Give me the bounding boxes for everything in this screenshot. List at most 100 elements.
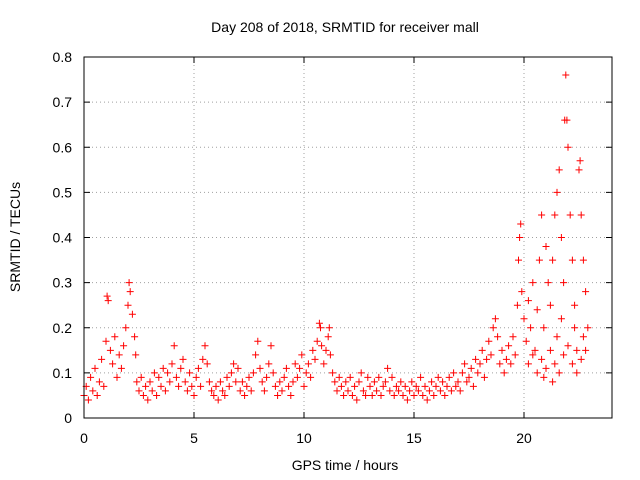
data-point: [496, 360, 504, 368]
data-point: [300, 382, 308, 390]
data-point: [357, 369, 365, 377]
data-point: [238, 378, 246, 386]
data-point: [423, 396, 431, 404]
data-point: [445, 373, 453, 381]
data-point: [106, 346, 114, 354]
data-point: [458, 369, 466, 377]
data-point: [465, 373, 473, 381]
data-point: [538, 355, 546, 363]
data-point: [177, 364, 185, 372]
data-point: [219, 387, 227, 395]
data-point: [557, 315, 565, 323]
data-point: [252, 351, 260, 359]
data-point: [282, 364, 290, 372]
data-point: [364, 373, 372, 381]
data-point: [304, 360, 312, 368]
data-point: [128, 310, 136, 318]
data-point: [487, 351, 495, 359]
data-point: [568, 360, 576, 368]
data-point: [232, 378, 240, 386]
data-point: [568, 256, 576, 264]
data-point: [348, 391, 356, 399]
data-point: [381, 378, 389, 386]
data-point: [551, 360, 559, 368]
chart-title: Day 208 of 2018, SRMTID for receiver mal…: [211, 19, 479, 35]
x-tick-label: 20: [516, 430, 532, 446]
data-point: [205, 378, 213, 386]
data-point: [95, 378, 103, 386]
data-point: [322, 346, 330, 354]
data-point: [113, 373, 121, 381]
data-point: [469, 382, 477, 390]
data-point: [325, 324, 333, 332]
data-point: [472, 355, 480, 363]
data-point: [166, 378, 174, 386]
data-point: [223, 373, 231, 381]
data-point: [190, 391, 198, 399]
data-point: [517, 220, 525, 228]
data-point: [518, 288, 526, 296]
data-point: [230, 360, 238, 368]
y-tick-label: 0.7: [53, 94, 73, 110]
data-point: [131, 333, 139, 341]
data-point: [274, 391, 282, 399]
grid-lines: [84, 57, 612, 418]
data-point: [542, 364, 550, 372]
data-point: [291, 360, 299, 368]
data-point: [549, 378, 557, 386]
data-point: [247, 387, 255, 395]
data-point: [544, 279, 552, 287]
data-point: [562, 71, 570, 79]
data-point: [513, 301, 521, 309]
data-point: [515, 256, 522, 264]
data-point: [122, 324, 130, 332]
data-point: [254, 337, 262, 345]
data-point: [401, 382, 409, 390]
data-point: [126, 288, 134, 296]
data-point: [342, 378, 350, 386]
data-point: [170, 342, 178, 350]
data-point: [417, 373, 425, 381]
data-point: [302, 369, 310, 377]
data-point: [289, 378, 297, 386]
data-point: [125, 279, 133, 287]
data-point: [370, 378, 378, 386]
data-point: [315, 319, 323, 327]
data-point: [573, 346, 581, 354]
data-point: [333, 387, 341, 395]
data-point: [529, 351, 537, 359]
data-point: [520, 315, 528, 323]
data-point: [368, 391, 376, 399]
data-point: [124, 301, 132, 309]
data-point: [256, 364, 264, 372]
data-point: [403, 396, 411, 404]
data-point: [540, 324, 548, 332]
x-tick-label: 10: [296, 430, 312, 446]
data-point: [576, 157, 584, 165]
data-point: [575, 166, 583, 174]
data-point: [188, 382, 196, 390]
data-point: [236, 387, 244, 395]
data-point: [355, 378, 363, 386]
data-point: [132, 351, 140, 359]
data-point: [172, 373, 180, 381]
data-point: [441, 391, 449, 399]
data-point: [452, 382, 460, 390]
data-point: [560, 279, 568, 287]
data-point: [533, 306, 541, 314]
data-point: [540, 373, 548, 381]
data-point: [318, 342, 326, 350]
data-point: [560, 351, 568, 359]
data-point: [366, 382, 374, 390]
data-point: [564, 342, 572, 350]
data-point: [571, 301, 579, 309]
data-point: [91, 364, 99, 372]
data-point: [271, 382, 279, 390]
data-point: [168, 360, 176, 368]
data-point: [212, 382, 220, 390]
x-tick-labels: 0 5 10 15 20: [80, 430, 532, 446]
data-point: [307, 373, 315, 381]
data-point: [175, 382, 183, 390]
data-point: [320, 360, 328, 368]
data-point: [120, 342, 128, 350]
